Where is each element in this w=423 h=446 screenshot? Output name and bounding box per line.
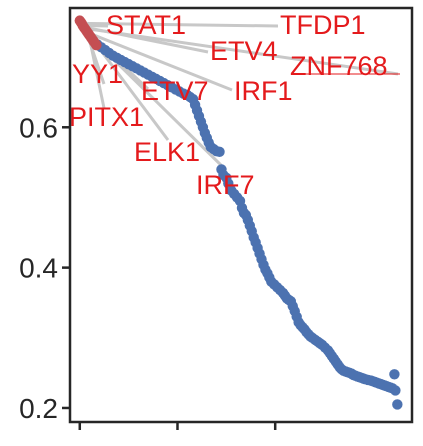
annotation-irf1: IRF1 (234, 76, 293, 106)
y-tick-label: 0.4 (19, 253, 58, 284)
annotation-tfdp1: TFDP1 (280, 10, 366, 40)
highlighted-point (91, 39, 102, 51)
annotation-yy1: YY1 (72, 59, 123, 89)
y-tick-label: 0.2 (19, 393, 58, 424)
data-point (392, 399, 403, 410)
annotation-pitx1: PITX1 (69, 102, 144, 132)
connector-tfdp1 (81, 21, 279, 28)
annotation-elk1: ELK1 (134, 137, 200, 167)
connector-irf1 (87, 31, 233, 92)
data-point (390, 385, 401, 396)
axes: 0.2 0.4 0.6 (19, 6, 414, 430)
data-point (214, 146, 225, 158)
annotation-etv7: ETV7 (141, 76, 209, 106)
annotation-irf7: IRF7 (196, 170, 255, 200)
connector-znf768 (84, 26, 399, 76)
y-tick-label: 0.6 (19, 112, 58, 143)
highlighted-points (74, 15, 102, 51)
annotation-etv4: ETV4 (210, 36, 278, 66)
annotation-stat1: STAT1 (106, 10, 186, 40)
data-point (389, 369, 400, 380)
annotation-znf768: ZNF768 (290, 51, 388, 81)
plot-frame (68, 6, 414, 424)
